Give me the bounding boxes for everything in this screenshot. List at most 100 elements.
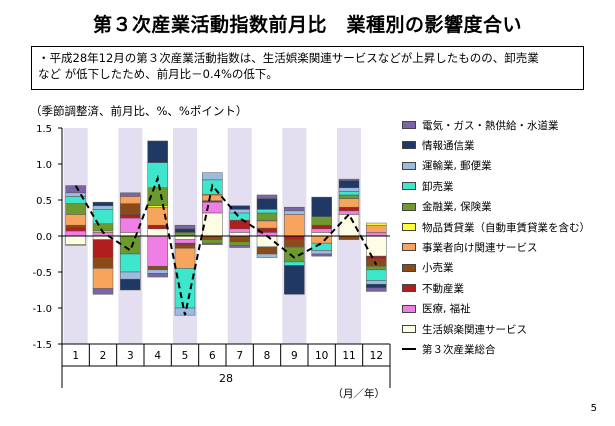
legend-item: 金融業, 保険業 xyxy=(402,200,492,214)
bar-segment xyxy=(284,214,305,237)
bar-segment xyxy=(366,222,387,226)
summary-note-line-2: など が低下したため、前月比－0.4%の低下。 xyxy=(38,67,278,81)
bar-segment xyxy=(229,219,250,230)
year-label: 28 xyxy=(219,372,233,385)
y-tick-label: 1.0 xyxy=(36,160,52,171)
legend-label: 情報通信業 xyxy=(422,139,475,152)
bar-segment xyxy=(366,232,387,237)
bar-segment xyxy=(338,178,360,181)
bar-segment xyxy=(256,194,278,199)
bar-segment xyxy=(174,232,196,237)
legend-label: 卸売業 xyxy=(422,180,454,193)
bar-segment xyxy=(120,278,141,291)
legend-swatch xyxy=(402,304,416,313)
legend-swatch xyxy=(402,263,416,272)
bar-segment xyxy=(256,220,278,229)
bar-segment xyxy=(202,235,223,240)
legend-item: 情報通信業 xyxy=(402,138,475,152)
bar-segment xyxy=(338,206,360,212)
legend-item: 事業者向け関連サービス xyxy=(402,240,538,254)
bar-segment xyxy=(202,194,223,201)
legend-label: 生活娯楽関連サービス xyxy=(422,323,527,336)
bar-segment xyxy=(174,239,196,244)
bar-segment xyxy=(174,228,196,233)
bar-segment xyxy=(229,232,250,237)
bar-segment xyxy=(311,228,332,233)
bar-segment xyxy=(229,209,250,214)
x-tick-label: 11 xyxy=(342,350,355,362)
bar-segment xyxy=(174,247,196,269)
bar-segment xyxy=(65,230,86,237)
bar-segment xyxy=(338,187,360,192)
bar-segment xyxy=(338,180,360,189)
legend-swatch xyxy=(402,121,416,129)
legend-line-swatch xyxy=(402,348,416,351)
legend-label: 小売業 xyxy=(422,262,454,275)
bar-segment xyxy=(202,201,223,214)
bar-segment xyxy=(366,258,387,267)
bar-segment xyxy=(229,235,250,243)
bar-segment xyxy=(366,280,387,285)
bar-segment xyxy=(311,216,332,226)
bar-segment xyxy=(174,235,196,240)
legend-swatch xyxy=(402,284,416,293)
legend-label: 電気・ガス・熱供給・水道業 xyxy=(422,119,559,132)
x-tick-label: 10 xyxy=(315,350,328,362)
y-tick-label: 1.5 xyxy=(36,124,52,135)
x-tick-label: 12 xyxy=(370,350,383,362)
summary-note: ・平成28年12月の第３次産業活動指数は、生活娯楽関連サービスなどが上昇したもの… xyxy=(31,46,584,90)
x-tick-label: 1 xyxy=(72,350,79,362)
bar-segment xyxy=(338,191,360,196)
bar-segment xyxy=(120,235,141,255)
bar-segment xyxy=(338,210,360,215)
bar-segment xyxy=(174,224,196,230)
bar-segment xyxy=(92,205,114,210)
legend-label: 第３次産業総合 xyxy=(422,343,496,356)
bar-segment xyxy=(65,227,86,232)
x-tick-label: 6 xyxy=(209,350,216,362)
bar-segment xyxy=(92,201,114,207)
legend-item: 運輸業, 郵便業 xyxy=(402,159,492,173)
x-tick-label: 4 xyxy=(154,350,161,362)
legend-item: 電気・ガス・熱供給・水道業 xyxy=(402,118,559,132)
y-tick-label: -1.0 xyxy=(32,304,52,315)
legend-item: 医療, 福祉 xyxy=(402,302,471,316)
bar-segment xyxy=(120,196,141,204)
bar-segment xyxy=(256,198,278,210)
bar-segment xyxy=(174,244,196,249)
bar-segment xyxy=(284,206,305,212)
bar-segment xyxy=(311,250,332,255)
y-tick-label: -0.5 xyxy=(32,268,52,279)
bar-segment xyxy=(229,245,250,248)
legend-item: 生活娯楽関連サービス xyxy=(402,322,527,336)
legend-label: 金融業, 保険業 xyxy=(422,201,492,214)
total-line xyxy=(74,174,378,316)
bar-segment xyxy=(311,196,332,217)
summary-note-line-1: ・平成28年12月の第３次産業活動指数は、生活娯楽関連サービスなどが上昇したもの… xyxy=(38,51,539,65)
bar-segment xyxy=(256,212,278,221)
bar-segment xyxy=(311,224,332,230)
legend-label: 不動産業 xyxy=(422,282,464,295)
chart-subtitle: （季節調整済、前月比、%、%ポイント） xyxy=(30,104,248,118)
bar-segment xyxy=(120,203,141,215)
bar-segment xyxy=(338,194,360,199)
bar-segment xyxy=(120,217,141,233)
bar-segment xyxy=(65,235,86,245)
legend-label: 事業者向け関連サービス xyxy=(422,241,538,254)
bar-segment xyxy=(65,214,86,226)
bar-segment xyxy=(366,283,387,289)
bar-segment xyxy=(284,235,305,240)
bar-segment xyxy=(284,261,305,266)
bar-segment xyxy=(366,265,387,271)
bar-segment xyxy=(147,224,168,230)
bar-segment xyxy=(147,265,168,271)
bar-segment xyxy=(92,257,114,269)
bar-segment xyxy=(65,203,86,215)
bar-segment xyxy=(147,235,168,267)
bar-segment xyxy=(256,253,278,258)
bar-segment xyxy=(202,172,223,181)
legend-swatch xyxy=(402,325,416,333)
legend-swatch xyxy=(402,223,416,231)
bar-segment xyxy=(284,239,305,248)
